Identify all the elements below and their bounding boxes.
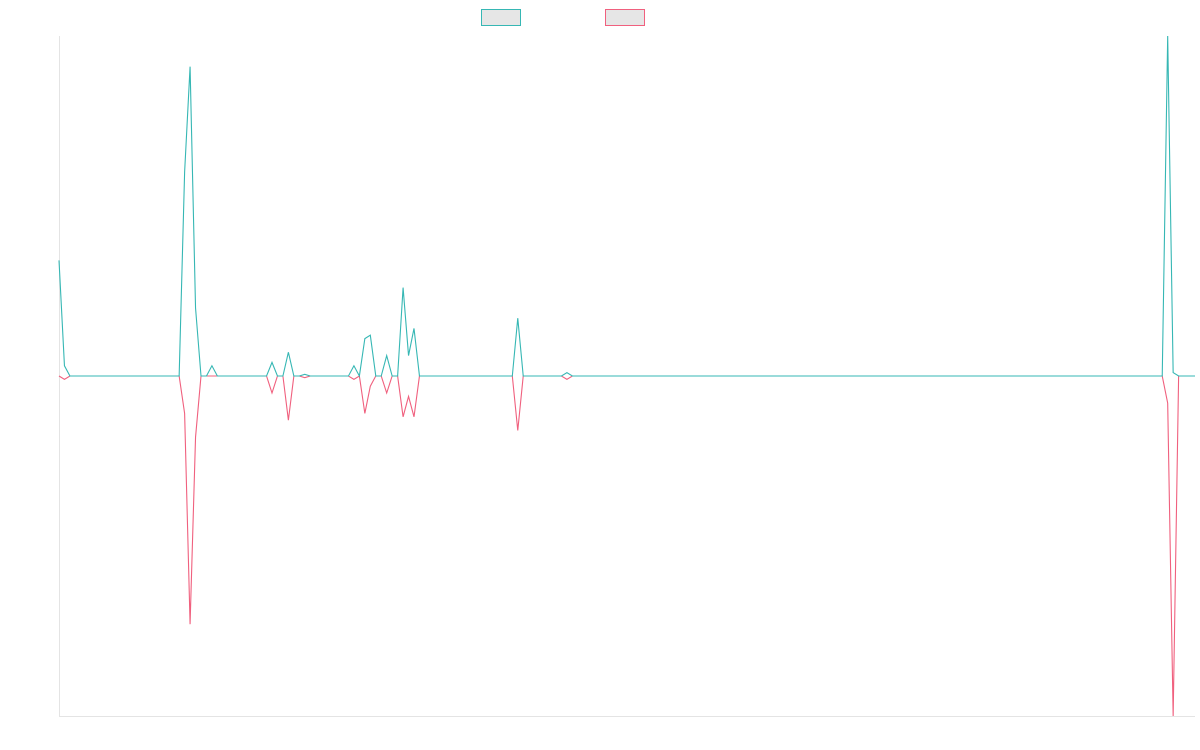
legend-swatch-teal[interactable] bbox=[481, 9, 521, 26]
legend bbox=[481, 9, 645, 26]
series-line-teal bbox=[58, 35, 1195, 378]
plot-series bbox=[58, 35, 1195, 717]
legend-swatch-pink[interactable] bbox=[605, 9, 645, 26]
series-line-pink bbox=[58, 375, 1195, 717]
